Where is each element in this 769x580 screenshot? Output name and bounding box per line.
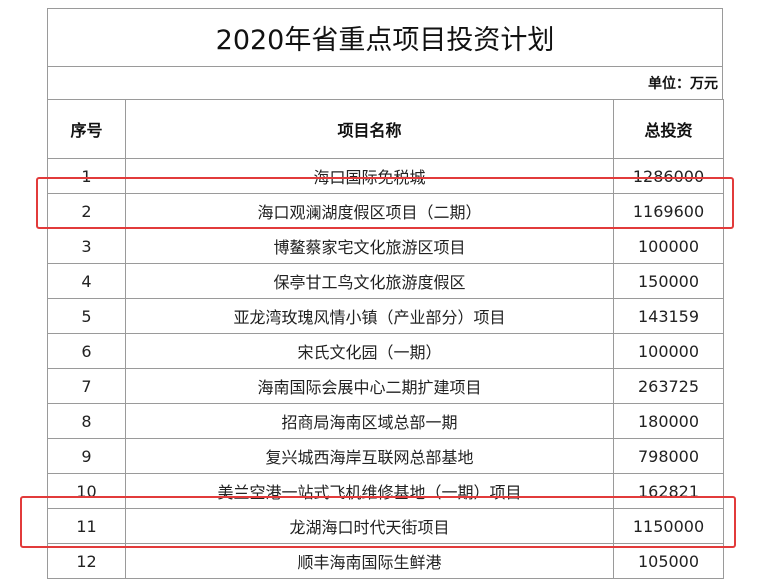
table-row: 9 复兴城西海岸互联网总部基地 798000 <box>47 438 724 474</box>
row-amount: 1150000 <box>613 508 724 544</box>
row-name: 保亭甘工鸟文化旅游度假区 <box>125 263 614 299</box>
unit-label: 单位：万元 <box>47 66 723 99</box>
header-name: 项目名称 <box>125 99 614 159</box>
row-index: 4 <box>47 263 126 299</box>
row-name: 龙湖海口时代天街项目 <box>125 508 614 544</box>
row-index: 1 <box>47 158 126 194</box>
row-amount: 105000 <box>613 543 724 579</box>
table-row: 12 顺丰海南国际生鲜港 105000 <box>47 543 724 579</box>
row-index: 7 <box>47 368 126 404</box>
row-amount: 150000 <box>613 263 724 299</box>
spreadsheet: 2020年省重点项目投资计划 单位：万元 序号 项目名称 总投资 1 海口国际免… <box>47 8 724 579</box>
header-row: 序号 项目名称 总投资 <box>47 99 724 159</box>
table-row: 1 海口国际免税城 1286000 <box>47 158 724 194</box>
row-amount: 100000 <box>613 333 724 369</box>
header-amount: 总投资 <box>613 99 724 159</box>
investment-table: 序号 项目名称 总投资 1 海口国际免税城 1286000 2 海口观澜湖度假区… <box>47 99 724 579</box>
table-row: 3 博鳌蔡家宅文化旅游区项目 100000 <box>47 228 724 264</box>
table-row: 5 亚龙湾玫瑰风情小镇（产业部分）项目 143159 <box>47 298 724 334</box>
row-index: 3 <box>47 228 126 264</box>
row-index: 8 <box>47 403 126 439</box>
row-index: 10 <box>47 473 126 509</box>
row-name: 海口国际免税城 <box>125 158 614 194</box>
row-index: 9 <box>47 438 126 474</box>
row-name: 海南国际会展中心二期扩建项目 <box>125 368 614 404</box>
row-name: 宋氏文化园（一期） <box>125 333 614 369</box>
row-name: 顺丰海南国际生鲜港 <box>125 543 614 579</box>
table-row: 10 美兰空港一站式飞机维修基地（一期）项目 162821 <box>47 473 724 509</box>
row-amount: 143159 <box>613 298 724 334</box>
row-index: 5 <box>47 298 126 334</box>
table-row: 4 保亭甘工鸟文化旅游度假区 150000 <box>47 263 724 299</box>
table-row: 6 宋氏文化园（一期） 100000 <box>47 333 724 369</box>
row-amount: 1169600 <box>613 193 724 229</box>
row-amount: 263725 <box>613 368 724 404</box>
row-amount: 798000 <box>613 438 724 474</box>
header-index: 序号 <box>47 99 126 159</box>
row-amount: 100000 <box>613 228 724 264</box>
sheet-title: 2020年省重点项目投资计划 <box>47 8 723 66</box>
row-name: 美兰空港一站式飞机维修基地（一期）项目 <box>125 473 614 509</box>
table-row: 2 海口观澜湖度假区项目（二期） 1169600 <box>47 193 724 229</box>
row-amount: 162821 <box>613 473 724 509</box>
row-name: 博鳌蔡家宅文化旅游区项目 <box>125 228 614 264</box>
table-row: 8 招商局海南区域总部一期 180000 <box>47 403 724 439</box>
row-index: 12 <box>47 543 126 579</box>
row-name: 招商局海南区域总部一期 <box>125 403 614 439</box>
row-name: 亚龙湾玫瑰风情小镇（产业部分）项目 <box>125 298 614 334</box>
row-index: 6 <box>47 333 126 369</box>
row-index: 2 <box>47 193 126 229</box>
row-amount: 180000 <box>613 403 724 439</box>
row-amount: 1286000 <box>613 158 724 194</box>
table-row: 11 龙湖海口时代天街项目 1150000 <box>47 508 724 544</box>
row-index: 11 <box>47 508 126 544</box>
table-row: 7 海南国际会展中心二期扩建项目 263725 <box>47 368 724 404</box>
row-name: 复兴城西海岸互联网总部基地 <box>125 438 614 474</box>
row-name: 海口观澜湖度假区项目（二期） <box>125 193 614 229</box>
